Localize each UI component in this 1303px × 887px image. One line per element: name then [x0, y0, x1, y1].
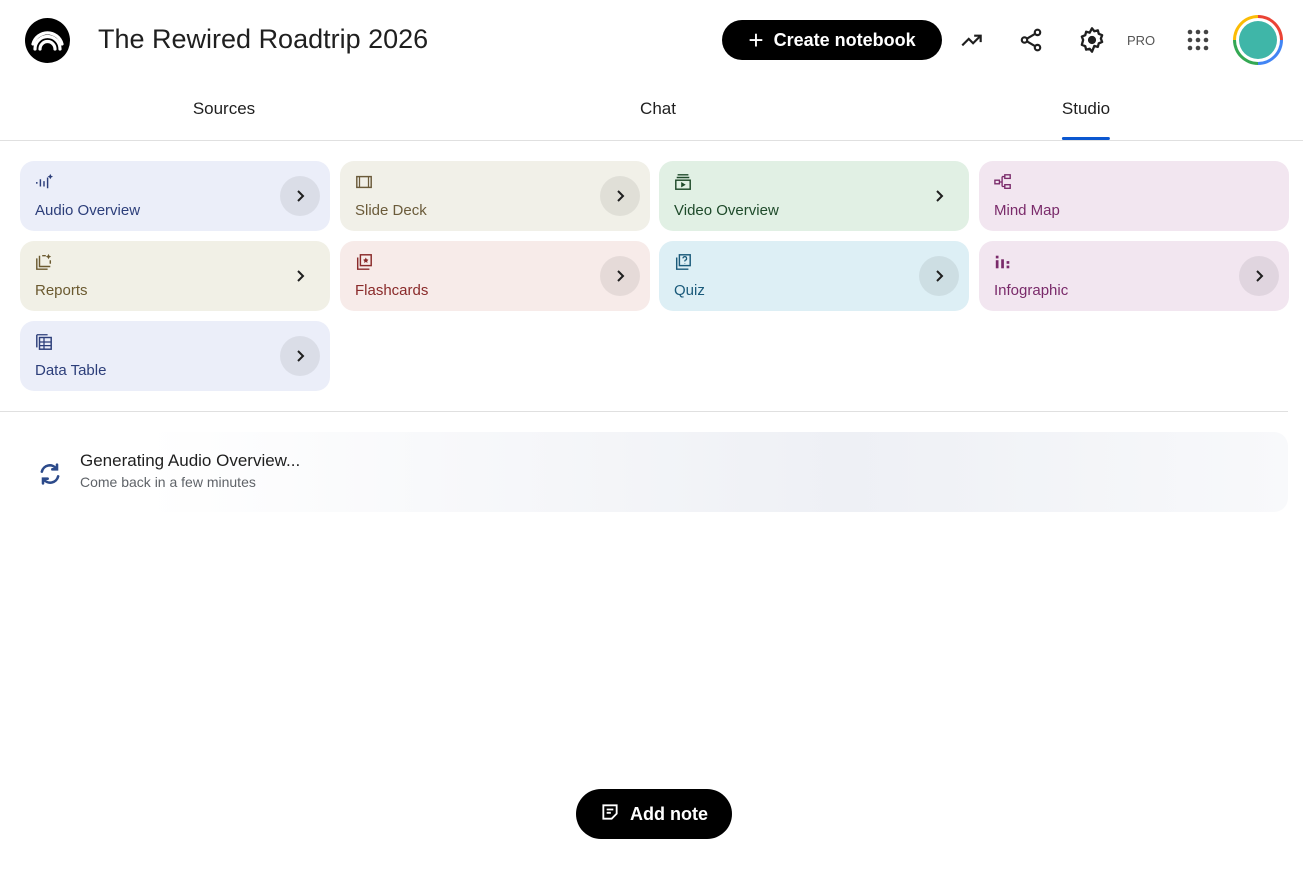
studio-card-label: Mind Map: [994, 202, 1060, 219]
chevron-right-icon[interactable]: [280, 176, 320, 216]
studio-card-mind-map[interactable]: Mind Map: [979, 161, 1289, 231]
create-notebook-button[interactable]: + Create notebook: [722, 20, 942, 60]
notebook-title[interactable]: The Rewired Roadtrip 2026: [98, 24, 429, 54]
studio-card-video-overview[interactable]: Video Overview: [659, 161, 969, 231]
studio-card-label: Slide Deck: [355, 202, 427, 219]
mind-map-icon: [994, 174, 1011, 189]
generating-subtitle: Come back in a few minutes: [80, 474, 256, 490]
studio-card-audio-overview[interactable]: Audio Overview: [20, 161, 330, 231]
chevron-right-icon[interactable]: [600, 176, 640, 216]
quiz-icon: [675, 254, 691, 270]
data-table-icon: [36, 334, 52, 350]
studio-card-infographic[interactable]: Infographic: [979, 241, 1289, 311]
tab-bar: Sources Chat Studio: [0, 80, 1303, 141]
tab-sources[interactable]: Sources: [192, 99, 256, 118]
note-icon: [600, 802, 620, 827]
generating-title: Generating Audio Overview...: [80, 451, 301, 470]
notebooklm-logo-icon[interactable]: [25, 18, 70, 63]
video-icon: [675, 174, 691, 190]
create-notebook-label: Create notebook: [773, 29, 916, 50]
chevron-right-icon[interactable]: [1239, 256, 1279, 296]
settings-icon[interactable]: [1074, 22, 1110, 58]
audio-waveform-icon: [36, 173, 53, 189]
studio-card-label: Reports: [35, 282, 88, 299]
pro-badge: PRO: [1127, 33, 1156, 48]
studio-card-label: Data Table: [35, 362, 107, 379]
tab-studio[interactable]: Studio: [1061, 99, 1111, 140]
chevron-right-icon[interactable]: [919, 256, 959, 296]
tab-chat[interactable]: Chat: [640, 99, 676, 118]
chevron-right-icon[interactable]: [919, 176, 959, 216]
divider: [0, 411, 1288, 412]
infographic-icon: [995, 255, 1010, 269]
studio-card-label: Infographic: [994, 282, 1069, 299]
studio-card-data-table[interactable]: Data Table: [20, 321, 330, 391]
studio-card-label: Quiz: [674, 282, 705, 299]
studio-card-label: Video Overview: [674, 202, 779, 219]
studio-card-label: Flashcards: [355, 282, 429, 299]
flashcards-icon: [356, 254, 372, 270]
studio-card-label: Audio Overview: [35, 202, 141, 219]
reports-icon: [36, 253, 52, 270]
studio-card-flashcards[interactable]: Flashcards: [340, 241, 650, 311]
chevron-right-icon[interactable]: [280, 256, 320, 296]
chevron-right-icon[interactable]: [600, 256, 640, 296]
avatar[interactable]: [1233, 15, 1283, 65]
plus-icon: +: [748, 25, 764, 55]
studio-card-reports[interactable]: Reports: [20, 241, 330, 311]
apps-grid-icon[interactable]: [1180, 22, 1216, 58]
generating-audio-overview-item: Generating Audio Overview... Come back i…: [20, 432, 1288, 512]
chevron-right-icon[interactable]: [280, 336, 320, 376]
share-icon[interactable]: [1013, 22, 1049, 58]
studio-card-slide-deck[interactable]: Slide Deck: [340, 161, 650, 231]
slides-icon: [356, 175, 372, 189]
sync-icon: [36, 460, 64, 493]
analytics-icon[interactable]: [954, 22, 990, 58]
header: The Rewired Roadtrip 2026 + Create notebo…: [0, 0, 1303, 80]
add-note-label: Add note: [630, 803, 708, 824]
studio-card-quiz[interactable]: Quiz: [659, 241, 969, 311]
add-note-button[interactable]: Add note: [576, 789, 732, 839]
